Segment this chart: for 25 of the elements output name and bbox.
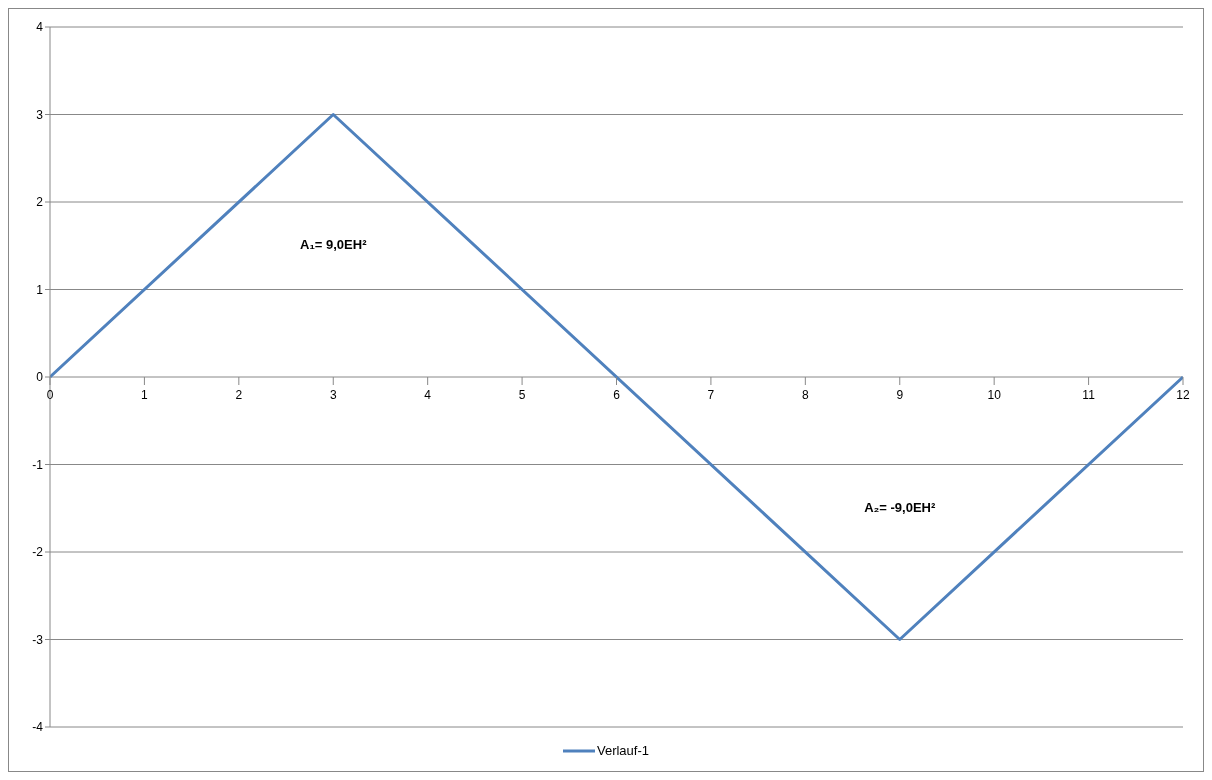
x-tick-label: 0 — [46, 388, 54, 402]
x-tick-label: 5 — [518, 388, 526, 402]
x-tick-label: 2 — [235, 388, 243, 402]
x-tick-label: 3 — [329, 388, 337, 402]
legend-label: Verlauf-1 — [595, 743, 650, 758]
annotation: A₁= 9,0EH² — [300, 237, 368, 253]
y-tick-label: -4 — [32, 720, 44, 735]
x-tick-label: 8 — [801, 388, 809, 402]
x-tick-label: 4 — [424, 388, 432, 402]
x-tick-label: 1 — [141, 388, 149, 402]
x-tick-label: 10 — [987, 388, 1002, 402]
y-tick-label: 4 — [36, 20, 44, 35]
y-tick-label: 3 — [36, 107, 44, 122]
annotation: A₂= -9,0EH² — [864, 499, 936, 515]
y-tick-label: 0 — [36, 370, 44, 385]
y-tick-label: -3 — [32, 632, 44, 647]
x-tick-label: 9 — [896, 388, 904, 402]
y-tick-label: -1 — [32, 457, 44, 472]
x-tick-label: 12 — [1176, 388, 1190, 402]
y-tick-label: -2 — [32, 545, 44, 560]
y-tick-label: 2 — [36, 195, 44, 210]
x-tick-label: 7 — [707, 388, 715, 402]
x-tick-label: 11 — [1082, 388, 1096, 402]
x-tick-label: 6 — [613, 388, 621, 402]
y-tick-label: 1 — [36, 282, 44, 297]
